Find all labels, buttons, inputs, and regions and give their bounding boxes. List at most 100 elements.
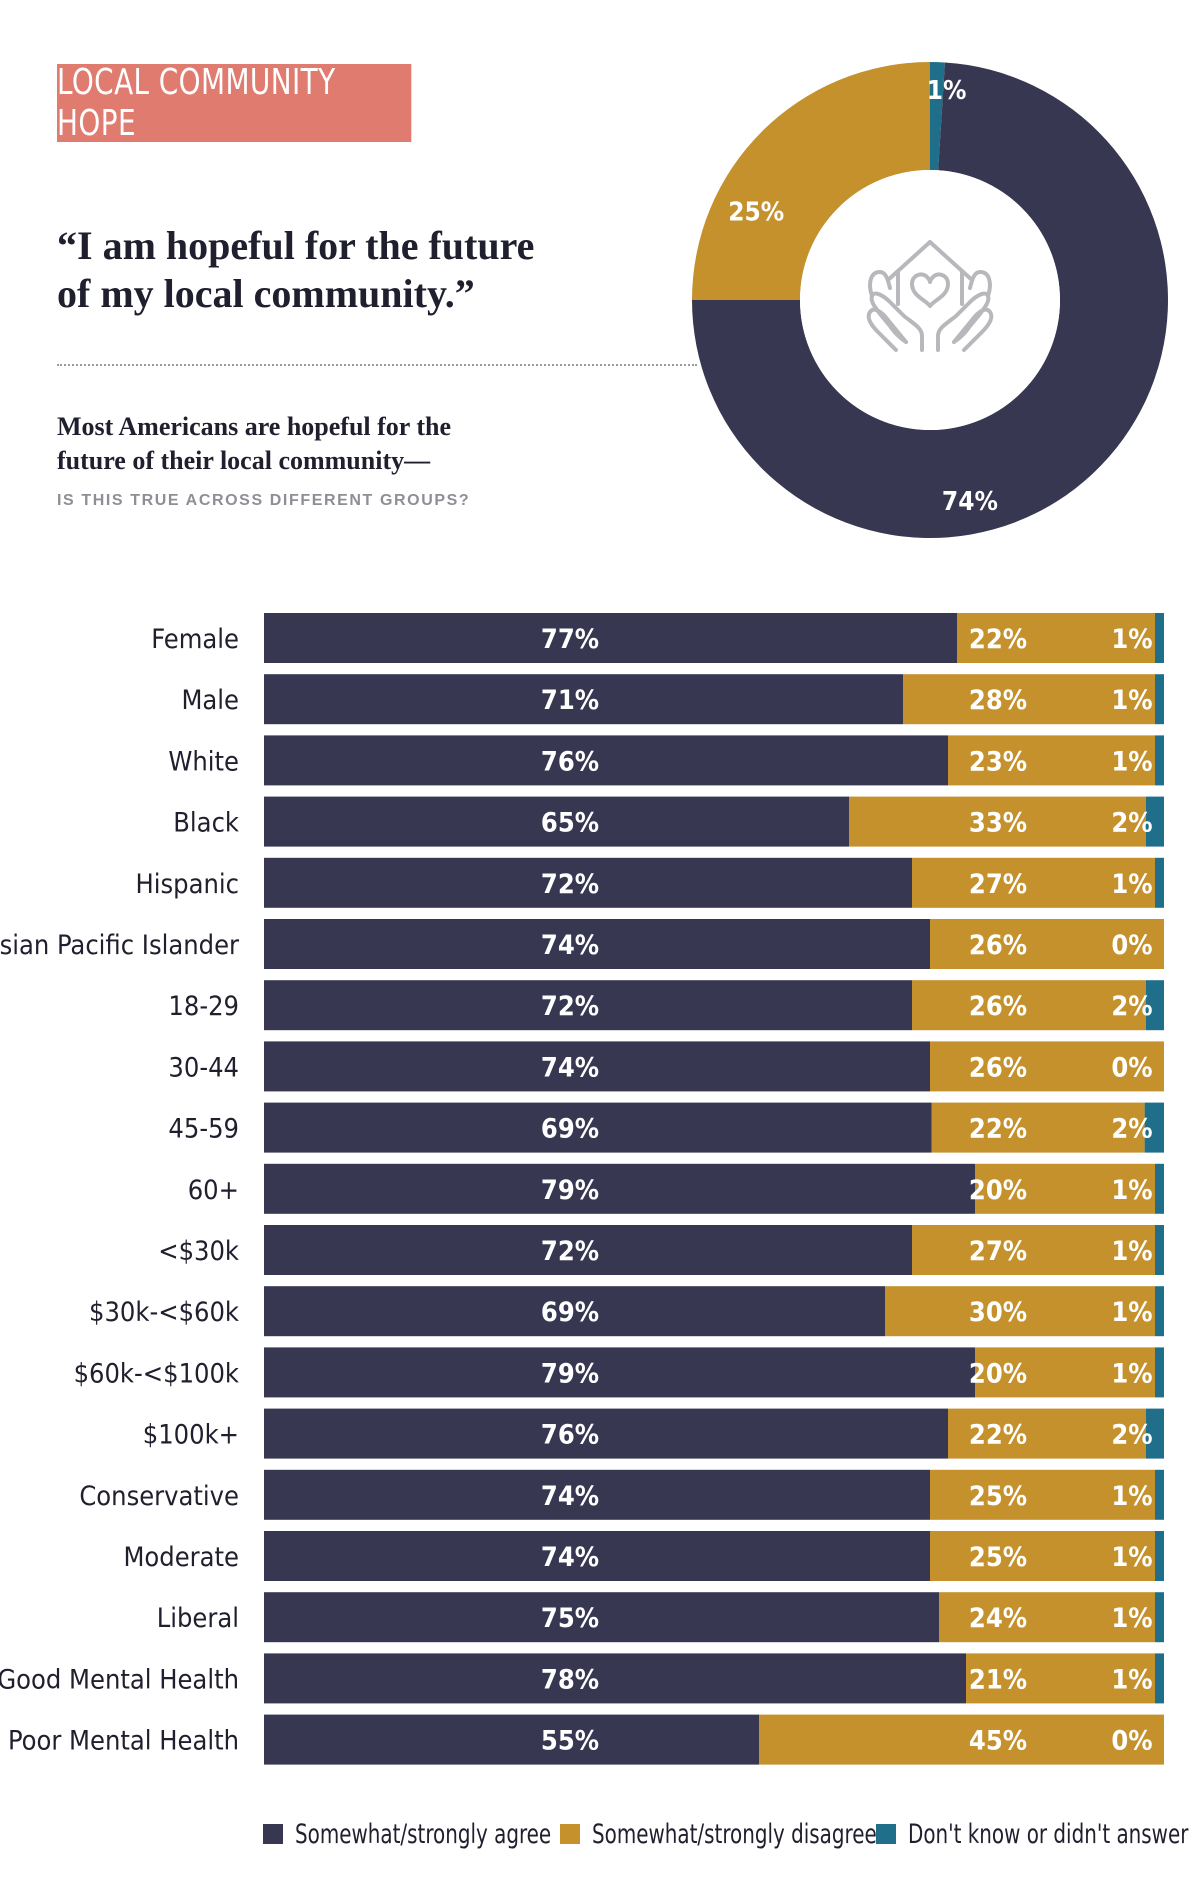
bar-segment-disagree: [903, 674, 1155, 725]
category-label: Hispanic: [136, 869, 240, 900]
category-label: 30-44: [168, 1052, 239, 1083]
bar-segment-dont-know: [1155, 1347, 1164, 1398]
bar-value-label-agree: 79%: [541, 1358, 599, 1389]
bar-segment-dont-know: [1146, 796, 1164, 847]
bar-row: Conservative 74% 25% 1%: [79, 1469, 1164, 1520]
bar-value-label-disagree: 22%: [969, 1420, 1027, 1451]
bar-segment-disagree: [975, 1163, 1155, 1214]
bar-value-label-disagree: 20%: [969, 1175, 1027, 1206]
bar-value-label-dont-know: 1%: [1111, 869, 1152, 900]
bar-value-label-disagree: 27%: [969, 869, 1027, 900]
bar-segment-disagree: [912, 1225, 1155, 1275]
bar-row: Asian Pacific Islander 74% 26% 0%: [0, 919, 1164, 969]
bar-value-label-agree: 69%: [541, 1297, 599, 1328]
bar-segment-disagree: [885, 1286, 1155, 1337]
category-label: $30k-<$60k: [89, 1297, 239, 1328]
bar-value-label-disagree: 21%: [969, 1664, 1027, 1695]
legend-swatch-agree: [263, 1824, 283, 1844]
bar-row: $30k-<$60k 69% 30% 1%: [89, 1286, 1164, 1337]
category-label: Conservative: [79, 1481, 239, 1512]
legend-swatch-disagree: [559, 1824, 580, 1844]
category-label: 18-29: [168, 991, 239, 1022]
bar-value-label-dont-know: 0%: [1111, 1052, 1152, 1083]
bar-row: Male 71% 28% 1%: [181, 674, 1164, 725]
bar-segment-agree: [264, 1102, 932, 1153]
bar-value-label-disagree: 24%: [969, 1603, 1027, 1634]
bar-value-label-dont-know: 1%: [1111, 1175, 1152, 1206]
bar-value-label-agree: 74%: [541, 1052, 599, 1083]
bar-segment-dont-know: [1155, 1286, 1164, 1337]
bar-row: Good Mental Health 78% 21% 1%: [0, 1653, 1164, 1704]
legend: Somewhat/strongly agree Somewhat/strongl…: [263, 1814, 1188, 1854]
stacked-bar-chart: Female 77% 22% 1% Male 71% 28% 1% White 76% 23% 1% B…: [0, 613, 1164, 1765]
legend-label-disagree: Somewhat/strongly disagree: [591, 1818, 877, 1850]
subtitle-caps: IS THIS TRUE ACROSS DIFFERENT GROUPS?: [57, 492, 471, 509]
bar-row: Female 77% 22% 1%: [151, 613, 1164, 663]
bar-value-label-dont-know: 0%: [1111, 1726, 1152, 1757]
category-label: $100k+: [143, 1420, 239, 1451]
bar-segment-agree: [264, 1592, 939, 1643]
bar-value-label-agree: 76%: [541, 1420, 599, 1451]
bar-segment-agree: [264, 1653, 966, 1704]
bar-value-label-dont-know: 1%: [1111, 1297, 1152, 1328]
donut-label-agree: 74%: [942, 487, 998, 517]
bar-value-label-dont-know: 2%: [1111, 1420, 1152, 1451]
bar-value-label-disagree: 26%: [969, 991, 1027, 1022]
bar-segment-agree: [264, 1041, 930, 1092]
bar-segment-agree: [264, 1714, 759, 1765]
bar-row: 45-59 69% 22% 2%: [168, 1102, 1164, 1153]
bar-segment-agree: [264, 1286, 885, 1337]
legend-label-agree: Somewhat/strongly agree: [295, 1818, 552, 1850]
bar-value-label-disagree: 22%: [969, 1114, 1027, 1145]
bar-value-label-dont-know: 1%: [1111, 1603, 1152, 1634]
bar-segment-disagree: [948, 1408, 1146, 1459]
bar-value-label-disagree: 45%: [969, 1726, 1027, 1757]
bar-value-label-disagree: 25%: [969, 1542, 1027, 1573]
bar-value-label-agree: 77%: [541, 624, 599, 655]
subtitle: Most Americans are hopeful for the futur…: [57, 410, 577, 478]
bar-segment-dont-know: [1155, 1653, 1164, 1704]
bar-segment-dont-know: [1155, 1592, 1164, 1643]
bar-value-label-dont-know: 1%: [1111, 1358, 1152, 1389]
bar-segment-agree: [264, 796, 849, 847]
subtitle-line-2: future of their local community—: [57, 446, 431, 475]
bar-segment-agree: [264, 1408, 948, 1459]
bar-value-label-agree: 71%: [541, 685, 599, 716]
quote-title: “I am hopeful for the future of my local…: [57, 222, 657, 318]
bar-value-label-dont-know: 1%: [1111, 746, 1152, 777]
category-label: Female: [151, 624, 239, 655]
bar-row: 18-29 72% 26% 2%: [168, 980, 1164, 1031]
bar-row: <$30k 72% 27% 1%: [158, 1225, 1164, 1275]
bar-value-label-agree: 74%: [541, 930, 599, 961]
bar-row: 60+ 79% 20% 1%: [188, 1163, 1164, 1214]
subtitle-line-1: Most Americans are hopeful for the: [57, 412, 452, 441]
legend-swatch-dont-know: [876, 1824, 896, 1844]
quote-line-1: “I am hopeful for the future: [57, 223, 535, 268]
donut-label-disagree: 25%: [728, 197, 784, 227]
bar-value-label-agree: 55%: [541, 1726, 599, 1757]
bar-value-label-disagree: 26%: [969, 1052, 1027, 1083]
bar-row: Hispanic 72% 27% 1%: [136, 857, 1164, 908]
legend-item-agree: Somewhat/strongly agree: [263, 1819, 551, 1850]
bar-segment-agree: [264, 735, 948, 786]
dotted-divider: [57, 364, 697, 366]
bar-value-label-dont-know: 2%: [1111, 991, 1152, 1022]
bar-segment-disagree: [957, 613, 1155, 663]
bar-row: $60k-<$100k 79% 20% 1%: [74, 1347, 1164, 1398]
bar-segment-disagree: [849, 796, 1146, 847]
category-label: Good Mental Health: [0, 1664, 239, 1695]
bar-value-label-dont-know: 1%: [1111, 1542, 1152, 1573]
section-tag-label: LOCAL COMMUNITY HOPE: [57, 62, 336, 144]
bar-value-label-agree: 79%: [541, 1175, 599, 1206]
bar-segment-disagree: [975, 1347, 1155, 1398]
bar-value-label-dont-know: 2%: [1111, 1114, 1152, 1145]
legend-item-dont-know: Don't know or didn't answer: [876, 1819, 1188, 1850]
category-label: $60k-<$100k: [74, 1358, 239, 1389]
bar-value-label-agree: 69%: [541, 1114, 599, 1145]
bar-row: 30-44 74% 26% 0%: [168, 1041, 1164, 1092]
bar-value-label-dont-know: 1%: [1111, 1236, 1152, 1267]
section-tag: LOCAL COMMUNITY HOPE: [57, 62, 412, 144]
bar-value-label-dont-know: 2%: [1111, 808, 1152, 839]
bar-segment-disagree: [930, 1531, 1155, 1581]
category-label: 45-59: [168, 1114, 239, 1145]
